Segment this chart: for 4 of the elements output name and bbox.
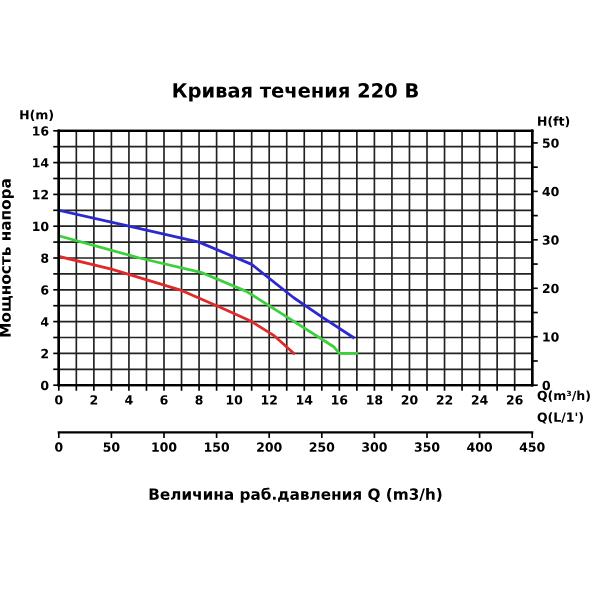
line-series — [58, 208, 355, 339]
line-series — [58, 255, 296, 355]
chart-title: Кривая течения 220 В — [173, 83, 418, 102]
line-series — [58, 234, 359, 355]
